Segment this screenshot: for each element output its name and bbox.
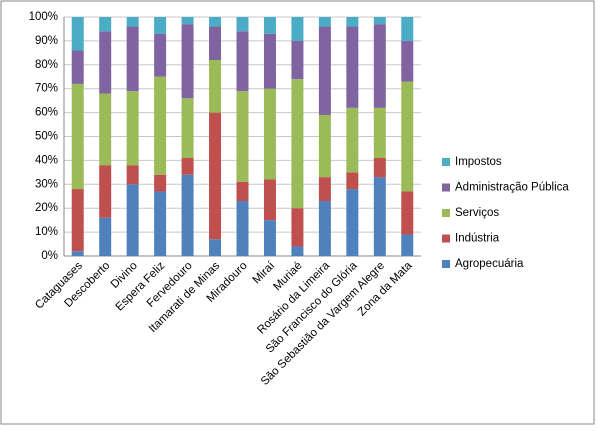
bar-segment — [373, 177, 386, 256]
bar-segment — [263, 33, 276, 89]
bar-segment — [99, 93, 112, 166]
y-tick-label: 70% — [35, 83, 58, 95]
legend-swatch — [442, 158, 450, 166]
bar-segment — [346, 26, 359, 108]
legend-label: Administração Pública — [455, 182, 569, 194]
bar-segment — [181, 17, 194, 25]
y-tick-label: 30% — [35, 178, 58, 190]
bar-segment — [318, 114, 331, 178]
bar-segment — [401, 81, 414, 192]
y-tick-label: 40% — [35, 154, 58, 166]
bar-segment — [346, 189, 359, 256]
bar-segment — [126, 184, 139, 256]
bar-segment — [209, 112, 222, 240]
bar-segment — [236, 91, 249, 182]
bar-segment — [99, 165, 112, 218]
bar-segment — [71, 189, 84, 252]
bar-segment — [181, 98, 194, 159]
bar-segment — [401, 234, 414, 256]
bar-segment — [154, 174, 167, 192]
bar-segment — [263, 17, 276, 34]
bar-segment — [181, 158, 194, 175]
bar-segment — [236, 181, 249, 202]
legend-swatch — [442, 183, 450, 192]
y-tick-label: 10% — [35, 226, 58, 238]
y-tick-label: 100% — [29, 11, 58, 23]
bar-segment — [99, 31, 112, 94]
bar-segment — [209, 17, 222, 27]
bar-segment — [154, 33, 167, 77]
bar-segment — [209, 26, 222, 61]
bar-segment — [291, 40, 304, 80]
bar-segment — [71, 83, 84, 190]
bar-segment — [236, 17, 249, 32]
bar-segment — [126, 165, 139, 185]
bar-segment — [181, 24, 194, 99]
bar-segment — [126, 91, 139, 166]
bar-segment — [291, 17, 304, 41]
y-tick-label: 0% — [41, 250, 58, 262]
bar-segment — [318, 26, 331, 115]
bar-segment — [154, 76, 167, 175]
legend-label: Serviços — [455, 207, 499, 219]
legend-label: Agropecuária — [455, 258, 524, 270]
bar-segment — [126, 26, 139, 92]
bar-segment — [236, 31, 249, 92]
bar-segment — [373, 24, 386, 108]
bar-segment — [346, 172, 359, 190]
bar-segment — [154, 17, 167, 34]
y-tick-label: 60% — [35, 107, 58, 119]
bar-segment — [373, 107, 386, 159]
y-tick-label: 20% — [35, 202, 58, 214]
bar-segment — [401, 40, 414, 82]
bar-segment — [154, 191, 167, 256]
bar-segment — [263, 220, 276, 256]
bar-segment — [291, 79, 304, 209]
legend-swatch — [442, 209, 450, 217]
bar-segment — [318, 17, 331, 27]
legend-swatch — [442, 234, 450, 243]
bar-segment — [291, 246, 304, 256]
legend-label: Indústria — [455, 233, 500, 245]
bar-segment — [126, 17, 139, 27]
bar-segment — [291, 208, 304, 247]
bar-segment — [99, 17, 112, 32]
bar-segment — [71, 50, 84, 84]
bar-segment — [346, 107, 359, 173]
bar-segment — [401, 191, 414, 235]
bar-segment — [263, 88, 276, 180]
bar-segment — [71, 251, 84, 256]
bar-segment — [71, 17, 84, 51]
bar-segment — [318, 201, 331, 256]
bar-segment — [263, 179, 276, 221]
legend-label: Impostos — [455, 156, 502, 168]
legend-swatch — [442, 260, 450, 268]
bar-segment — [401, 17, 414, 41]
bar-segment — [318, 177, 331, 202]
bar-segment — [209, 239, 222, 256]
bar-segment — [209, 60, 222, 113]
bar-segment — [181, 174, 194, 256]
bar-segment — [99, 217, 112, 256]
y-tick-label: 50% — [35, 131, 58, 143]
y-tick-label: 90% — [35, 35, 58, 47]
y-tick-label: 80% — [35, 59, 58, 71]
bar-segment — [373, 17, 386, 25]
bar-segment — [346, 17, 359, 27]
bar-segment — [373, 158, 386, 178]
bar-segment — [236, 201, 249, 256]
